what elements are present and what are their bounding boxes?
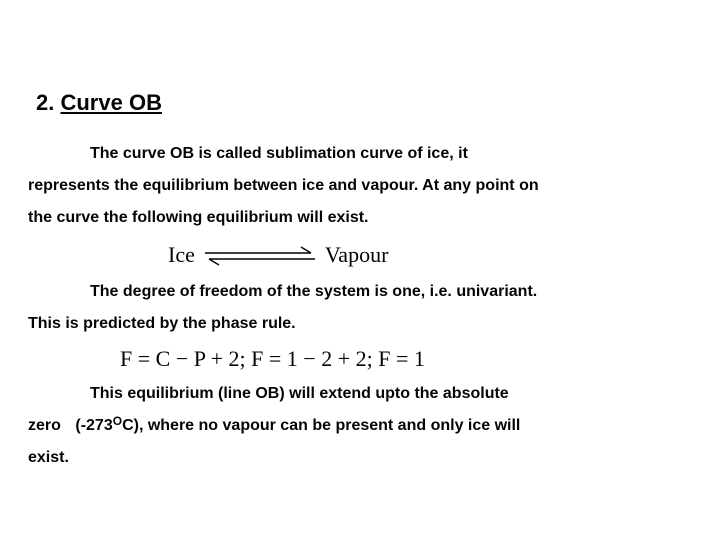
paragraph-1-line-c: the curve the following equilibrium will… [28, 202, 692, 234]
paragraph-2-line-b: This is predicted by the phase rule. [28, 308, 692, 340]
paragraph-1-line-a: The curve OB is called sublimation curve… [28, 138, 692, 170]
phase-rule-equation: F = C − P + 2; F = 1 − 2 + 2; F = 1 [28, 346, 692, 372]
paragraph-1-line-b: represents the equilibrium between ice a… [28, 170, 692, 202]
heading-title: Curve OB [60, 90, 161, 115]
eq-right-species: Vapour [325, 242, 389, 268]
paragraph-3-line-a: This equilibrium (line OB) will extend u… [28, 378, 692, 410]
p3b-pre: zero [28, 417, 61, 434]
harpoon-right-icon [205, 246, 315, 256]
equilibrium-equation: Ice Vapour [28, 242, 692, 268]
harpoon-left-icon [205, 256, 315, 266]
p3b-temp-close: C), where no vapour can be present and o… [122, 417, 520, 434]
p3b-temp-open: (-273 [75, 417, 112, 434]
paragraph-3-line-c: exist. [28, 442, 692, 474]
paragraph-2-line-a: The degree of freedom of the system is o… [28, 276, 692, 308]
eq-left-species: Ice [168, 242, 195, 268]
equilibrium-arrows-icon [205, 244, 315, 266]
degree-superscript: O [113, 414, 122, 428]
phase-rule-text: F = C − P + 2; F = 1 − 2 + 2; F = 1 [120, 346, 425, 371]
heading-number: 2. [36, 90, 54, 115]
section-heading: 2. Curve OB [36, 90, 692, 116]
paragraph-3-line-b: zero (-273OC), where no vapour can be pr… [28, 410, 692, 442]
slide-page: 2. Curve OB The curve OB is called subli… [0, 0, 720, 540]
